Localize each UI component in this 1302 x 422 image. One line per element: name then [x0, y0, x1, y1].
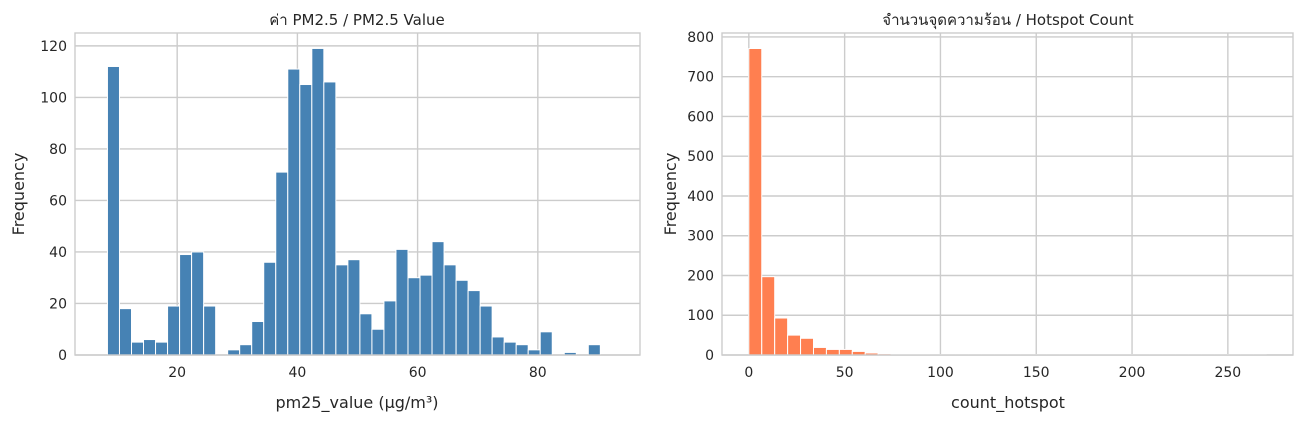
- histogram-bar: [311, 47, 325, 356]
- histogram-bar: [587, 344, 601, 356]
- y-tick-label: 40: [49, 245, 67, 261]
- histogram-bar: [395, 248, 409, 356]
- x-tick-label: 100: [927, 365, 954, 381]
- x-tick-label: 20: [168, 365, 186, 381]
- y-tick-label: 800: [687, 30, 714, 46]
- histogram-bar: [431, 241, 445, 356]
- x-tick-label: 0: [744, 365, 753, 381]
- histogram-bar: [527, 349, 541, 356]
- y-tick-label: 700: [687, 70, 714, 86]
- x-tick-label: 50: [836, 365, 854, 381]
- histogram-bar: [275, 171, 289, 356]
- y-tick-label: 500: [687, 149, 714, 165]
- x-tick-label: 80: [529, 365, 547, 381]
- y-axis-label: Frequency: [9, 153, 28, 236]
- histogram-bar: [407, 277, 421, 356]
- histogram-bar: [443, 264, 457, 356]
- chart-title: จำนวนจุดความร้อน / Hotspot Count: [882, 11, 1134, 30]
- y-tick-label: 0: [705, 348, 714, 364]
- histogram-bar: [203, 305, 217, 356]
- x-axis-label: count_hotspot: [951, 393, 1065, 413]
- plot-frame: [721, 32, 1294, 356]
- histogram-bar: [359, 313, 373, 356]
- y-tick-label: 100: [40, 90, 67, 106]
- histogram-bar: [118, 308, 132, 356]
- x-tick-label: 40: [288, 365, 306, 381]
- histogram-bar: [838, 348, 853, 356]
- histogram-bar: [748, 48, 763, 356]
- histogram-bar: [323, 81, 337, 356]
- histogram-bar: [371, 328, 385, 356]
- histogram-bar: [251, 321, 265, 356]
- histogram-bar: [455, 279, 469, 356]
- y-tick-label: 20: [49, 296, 67, 312]
- histogram-bar: [774, 317, 789, 356]
- histogram-bar: [825, 348, 840, 356]
- y-tick-label: 80: [49, 142, 67, 158]
- histogram-bar: [812, 346, 827, 356]
- histogram-bar: [227, 349, 241, 356]
- histogram-bar: [503, 341, 517, 356]
- histogram-bar: [491, 336, 505, 356]
- histogram-bar: [479, 305, 493, 356]
- histogram-bar: [131, 341, 145, 356]
- y-tick-label: 60: [49, 193, 67, 209]
- histogram-bar: [239, 344, 253, 356]
- histogram-bar: [191, 251, 205, 356]
- histogram-bar: [787, 334, 802, 356]
- y-tick-label: 100: [687, 308, 714, 324]
- chart-title: ค่า PM2.5 / PM2.5 Value: [269, 11, 444, 29]
- pm25-histogram-panel: ค่า PM2.5 / PM2.5 Value 20 40 60 80 0 20 40 60 8…: [9, 11, 641, 413]
- histogram-bar: [419, 274, 433, 356]
- histogram-bar: [539, 331, 553, 356]
- histogram-bar: [800, 337, 814, 356]
- histogram-bar: [761, 276, 776, 356]
- x-tick-label: 200: [1119, 365, 1146, 381]
- histogram-bar: [383, 300, 397, 356]
- histogram-bar: [515, 344, 529, 356]
- y-tick-label: 0: [58, 348, 67, 364]
- plot-frame: [74, 32, 641, 356]
- histogram-bar: [347, 259, 361, 356]
- y-tick-label: 400: [687, 189, 714, 205]
- x-axis-label: pm25_value (μg/m³): [275, 393, 438, 413]
- x-tick-label: 60: [409, 365, 427, 381]
- y-tick-label: 120: [40, 39, 67, 55]
- histogram-bar: [106, 65, 120, 356]
- y-tick-label: 200: [687, 268, 714, 284]
- y-tick-label: 600: [687, 109, 714, 125]
- x-tick-label: 250: [1214, 365, 1241, 381]
- hotspot-histogram-panel: จำนวนจุดความร้อน / Hotspot Count 0 50 100 1…: [661, 11, 1294, 413]
- histogram-bar: [143, 339, 157, 356]
- y-axis-label: Frequency: [661, 153, 680, 236]
- histogram-bar: [299, 84, 313, 356]
- histogram-bar: [155, 341, 169, 356]
- histogram-bar: [467, 290, 481, 356]
- histogram-bar: [167, 305, 181, 356]
- histogram-bar: [263, 261, 277, 356]
- histogram-bar: [335, 264, 349, 356]
- x-tick-label: 150: [1023, 365, 1050, 381]
- histogram-bar: [179, 254, 193, 356]
- histogram-bar: [287, 68, 301, 356]
- y-tick-label: 300: [687, 229, 714, 245]
